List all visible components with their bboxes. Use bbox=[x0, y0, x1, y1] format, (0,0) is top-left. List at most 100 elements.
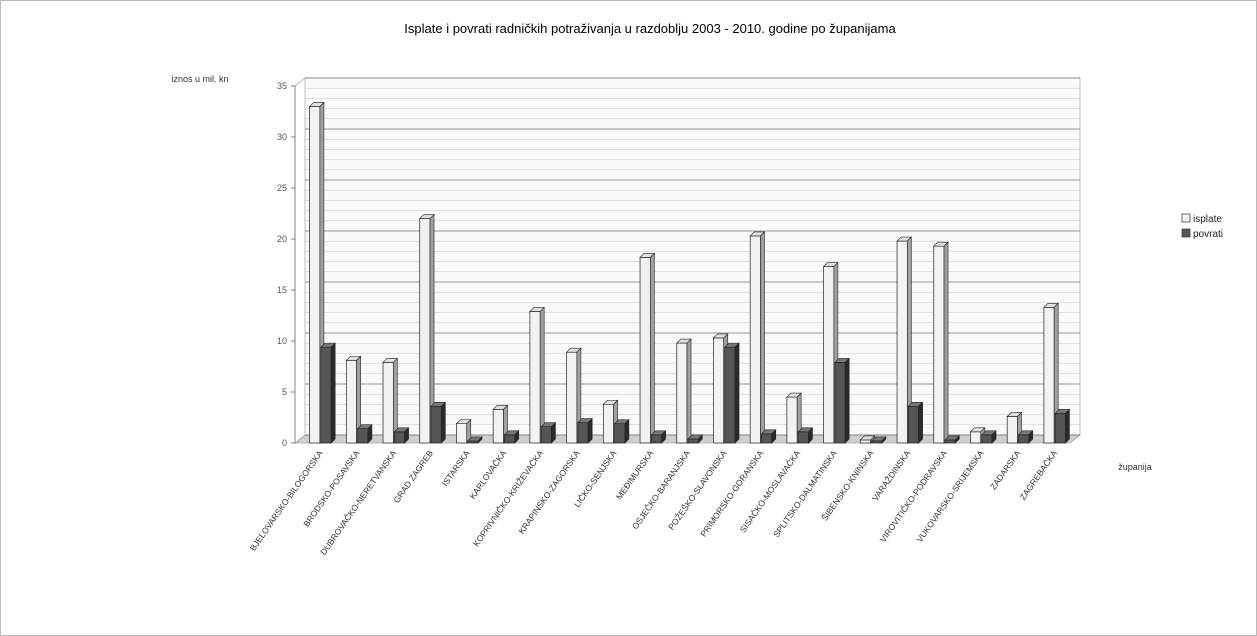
bar-front bbox=[602, 403, 614, 444]
legend-label-povrati: povrati bbox=[1193, 229, 1223, 240]
bar-povrati bbox=[577, 417, 593, 444]
y-tick-label: 15 bbox=[277, 285, 287, 295]
bar-front bbox=[1006, 416, 1018, 444]
bar-side bbox=[650, 252, 655, 444]
y-tick-label: 5 bbox=[282, 387, 287, 397]
category-label: ZADARSKA bbox=[988, 448, 1023, 492]
bar-side bbox=[844, 357, 850, 444]
category-label: DUBROVAČKO-NERETVANSKA bbox=[318, 448, 398, 557]
category-label: VIROVITIČKO-PODRAVSKA bbox=[878, 448, 949, 544]
bar-side bbox=[587, 417, 593, 444]
bar-side bbox=[955, 435, 960, 444]
bar-povrati bbox=[1017, 430, 1034, 444]
y-axis-depth-line bbox=[294, 77, 306, 87]
bar-side bbox=[624, 418, 630, 444]
bar-povrati bbox=[1054, 408, 1071, 444]
bar-front bbox=[639, 257, 651, 444]
bar-front bbox=[687, 438, 699, 444]
bar-front bbox=[907, 405, 919, 444]
bar-isplate bbox=[455, 418, 472, 444]
bar-povrati bbox=[613, 418, 630, 444]
bar-side bbox=[514, 430, 520, 444]
category-label-layer: BJELOVARSKO-BILOGORSKABRODSKO-POSAVSKADU… bbox=[248, 448, 1060, 557]
bar-front bbox=[614, 423, 626, 444]
bar-side bbox=[441, 401, 446, 444]
y-tick-label: 25 bbox=[277, 183, 287, 193]
bar-povrati bbox=[944, 435, 961, 444]
bar-side bbox=[734, 342, 740, 444]
legend: isplate povrati bbox=[1181, 213, 1223, 240]
bar-front bbox=[933, 245, 945, 444]
legend-label-isplate: isplate bbox=[1193, 214, 1222, 225]
bar-front bbox=[456, 423, 468, 444]
category-label: KRAPINSKO-ZAGORSKA bbox=[516, 448, 582, 536]
bar-povrati bbox=[540, 421, 557, 444]
bar-front bbox=[467, 440, 479, 444]
bar-front bbox=[309, 106, 321, 444]
category-label: SPLITSKO-DALMATINSKA bbox=[771, 448, 839, 539]
bar-povrati bbox=[650, 430, 667, 444]
bar-side bbox=[918, 401, 923, 444]
bar-povrati bbox=[724, 342, 740, 444]
bar-front bbox=[713, 337, 725, 444]
bar-side bbox=[991, 430, 997, 444]
bar-front bbox=[1018, 434, 1030, 444]
bar-isplate bbox=[639, 252, 656, 444]
bar-side bbox=[1028, 430, 1034, 444]
bar-isplate bbox=[676, 338, 692, 444]
bar-front bbox=[944, 439, 956, 444]
bar-povrati bbox=[687, 434, 704, 444]
bar-povrati bbox=[430, 401, 447, 444]
bar-povrati bbox=[981, 430, 997, 444]
bar-front bbox=[981, 434, 993, 444]
bar-front bbox=[492, 408, 504, 444]
bar-isplate bbox=[786, 392, 802, 444]
x-axis-label: županija bbox=[1118, 462, 1152, 472]
bar-front bbox=[823, 266, 835, 444]
bar-povrati bbox=[356, 423, 373, 444]
bar-front bbox=[834, 362, 846, 444]
category-label: KOPRIVNIČKO-KRIŽEVAČKA bbox=[471, 448, 545, 548]
category-label: PRIMORSKO-GORANSKA bbox=[698, 448, 765, 538]
bar-front bbox=[724, 346, 736, 444]
bar-povrati bbox=[834, 357, 850, 444]
bar-front bbox=[871, 440, 883, 444]
bar-isplate bbox=[529, 306, 545, 444]
bar-front bbox=[1043, 306, 1055, 444]
bar-side bbox=[771, 429, 777, 444]
bar-front bbox=[650, 434, 662, 444]
axis-layer: 0 5 10 15 20 25 30 35 bbox=[277, 77, 306, 448]
legend-swatch-povrati bbox=[1181, 228, 1191, 238]
bar-front bbox=[577, 422, 589, 444]
category-label: ISTARSKA bbox=[440, 448, 472, 488]
bar-front bbox=[859, 439, 871, 444]
bar-side bbox=[330, 342, 336, 444]
bar-side bbox=[881, 436, 887, 444]
bar-side bbox=[698, 434, 703, 444]
bar-front bbox=[749, 235, 761, 444]
bar-side bbox=[661, 430, 666, 444]
bar-layer bbox=[308, 101, 1071, 444]
bar-front bbox=[786, 396, 798, 444]
bar-side bbox=[686, 338, 692, 444]
bar-side bbox=[539, 306, 545, 444]
bar-front bbox=[419, 218, 431, 444]
bar-side bbox=[1065, 408, 1070, 444]
bar-isplate bbox=[859, 435, 876, 444]
category-label: ZAGREBAČKA bbox=[1018, 448, 1060, 502]
legend-swatch-isplate bbox=[1181, 213, 1191, 223]
bar-side bbox=[477, 436, 483, 444]
bar-side bbox=[808, 427, 813, 444]
bar-side bbox=[760, 231, 765, 444]
y-tick-label: 20 bbox=[277, 234, 287, 244]
bar-front bbox=[797, 431, 809, 444]
bar-front bbox=[761, 433, 773, 444]
bar-front bbox=[1054, 413, 1066, 444]
bar-front bbox=[382, 362, 394, 444]
bar-povrati bbox=[907, 401, 924, 444]
bar-isplate bbox=[1043, 302, 1059, 444]
category-label: MEĐIMURSKA bbox=[614, 448, 655, 501]
y-tick-label: 35 bbox=[277, 81, 287, 91]
